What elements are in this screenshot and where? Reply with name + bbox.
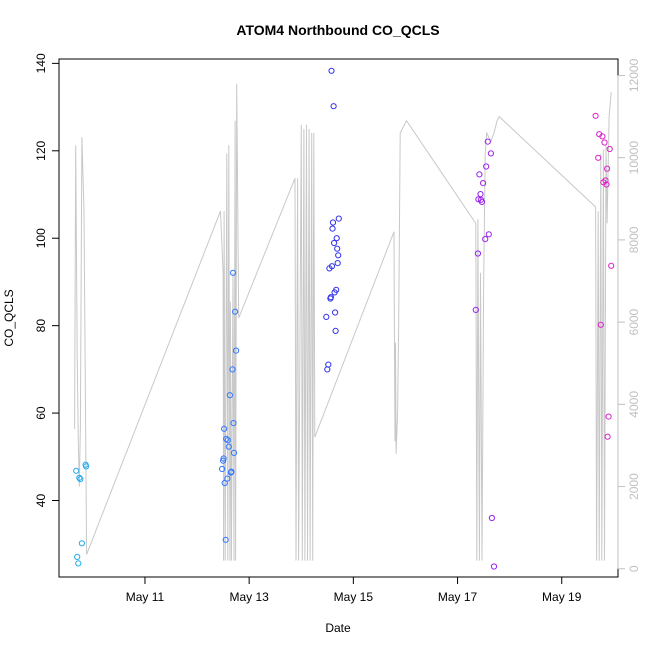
y-tick-label: 80 <box>34 319 48 333</box>
data-point <box>484 138 491 145</box>
y-axis: 40 60 80 100 120 140 <box>34 53 59 507</box>
x-tick-label: May 17 <box>438 590 478 604</box>
y2-axis: 0 2000 4000 6000 8000 10000 12000 <box>617 58 641 572</box>
data-point <box>605 413 612 420</box>
data-point <box>332 327 339 334</box>
data-point <box>333 235 340 242</box>
x-tick-label: May 19 <box>542 590 582 604</box>
data-point <box>334 245 341 252</box>
y2-tick-label: 4000 <box>627 391 641 418</box>
data-point <box>603 181 610 188</box>
y-tick-label: 120 <box>34 140 48 160</box>
data-point <box>74 553 81 561</box>
data-point <box>225 443 232 450</box>
points-layer <box>73 67 615 570</box>
data-point <box>597 321 604 328</box>
y-tick-label: 100 <box>34 228 48 248</box>
data-point <box>223 435 230 442</box>
data-point <box>602 177 609 184</box>
altitude-line <box>74 83 612 561</box>
x-axis-label: Date <box>325 621 351 635</box>
data-point <box>83 463 90 470</box>
data-point <box>487 150 494 157</box>
data-point <box>478 198 486 205</box>
x-tick-label: May 15 <box>334 590 374 604</box>
data-point <box>488 514 495 522</box>
data-point <box>483 163 490 170</box>
y-axis-label: CO_QCLS <box>2 289 16 346</box>
data-point <box>472 306 479 313</box>
x-tick-label: May 13 <box>229 590 269 604</box>
data-point <box>606 145 613 153</box>
data-point <box>233 347 240 354</box>
data-point <box>482 236 489 243</box>
y2-tick-label: 2000 <box>627 473 641 500</box>
data-point <box>330 103 337 110</box>
data-point <box>78 540 86 547</box>
altitude-layer <box>74 83 612 561</box>
data-point <box>327 294 334 301</box>
data-point <box>325 361 332 368</box>
x-axis: May 11 May 13 May 15 May 17 May 19 <box>126 577 582 604</box>
chart-title: ATOM4 Northbound CO_QCLS <box>236 22 439 38</box>
y2-tick-label: 12000 <box>627 58 641 92</box>
data-point <box>334 260 341 267</box>
data-point <box>230 420 237 427</box>
data-point <box>75 560 82 567</box>
data-point <box>329 225 336 232</box>
x-tick-label: May 11 <box>126 590 165 604</box>
data-point <box>221 479 228 487</box>
data-point <box>608 262 615 269</box>
data-point <box>328 263 336 270</box>
y2-tick-label: 8000 <box>627 226 641 253</box>
data-point <box>335 215 342 222</box>
data-point <box>601 139 608 146</box>
data-point <box>485 231 492 238</box>
data-point <box>228 468 235 475</box>
data-point <box>329 219 337 226</box>
data-point <box>592 112 599 119</box>
data-point <box>480 180 487 187</box>
data-point <box>73 467 80 474</box>
y-tick-label: 140 <box>34 53 48 73</box>
data-point <box>224 437 231 444</box>
y2-tick-label: 6000 <box>627 308 641 335</box>
data-point <box>220 455 227 462</box>
data-point <box>224 475 231 482</box>
data-point <box>474 250 481 257</box>
y2-tick-label: 10000 <box>627 141 641 175</box>
data-point <box>476 171 483 178</box>
data-point <box>604 433 611 440</box>
data-point <box>331 239 338 247</box>
data-point <box>328 67 335 74</box>
data-point <box>76 474 83 481</box>
data-point <box>77 476 84 483</box>
y-tick-label: 40 <box>34 494 48 508</box>
data-point <box>333 286 340 293</box>
data-point <box>323 313 330 320</box>
plot-frame <box>58 58 619 578</box>
data-point <box>229 269 237 276</box>
y2-tick-label: 0 <box>627 565 641 572</box>
data-point <box>477 191 484 198</box>
data-point <box>595 154 602 161</box>
data-point <box>332 309 339 316</box>
data-point <box>229 366 236 373</box>
data-point <box>604 165 611 172</box>
data-point <box>232 308 239 315</box>
data-point <box>222 536 229 543</box>
data-point <box>335 252 342 259</box>
data-point <box>599 133 606 140</box>
data-point <box>490 563 498 570</box>
data-point <box>226 392 233 399</box>
y-tick-label: 60 <box>34 406 48 420</box>
data-point <box>230 449 238 456</box>
data-point <box>219 465 226 473</box>
data-point <box>221 425 228 432</box>
